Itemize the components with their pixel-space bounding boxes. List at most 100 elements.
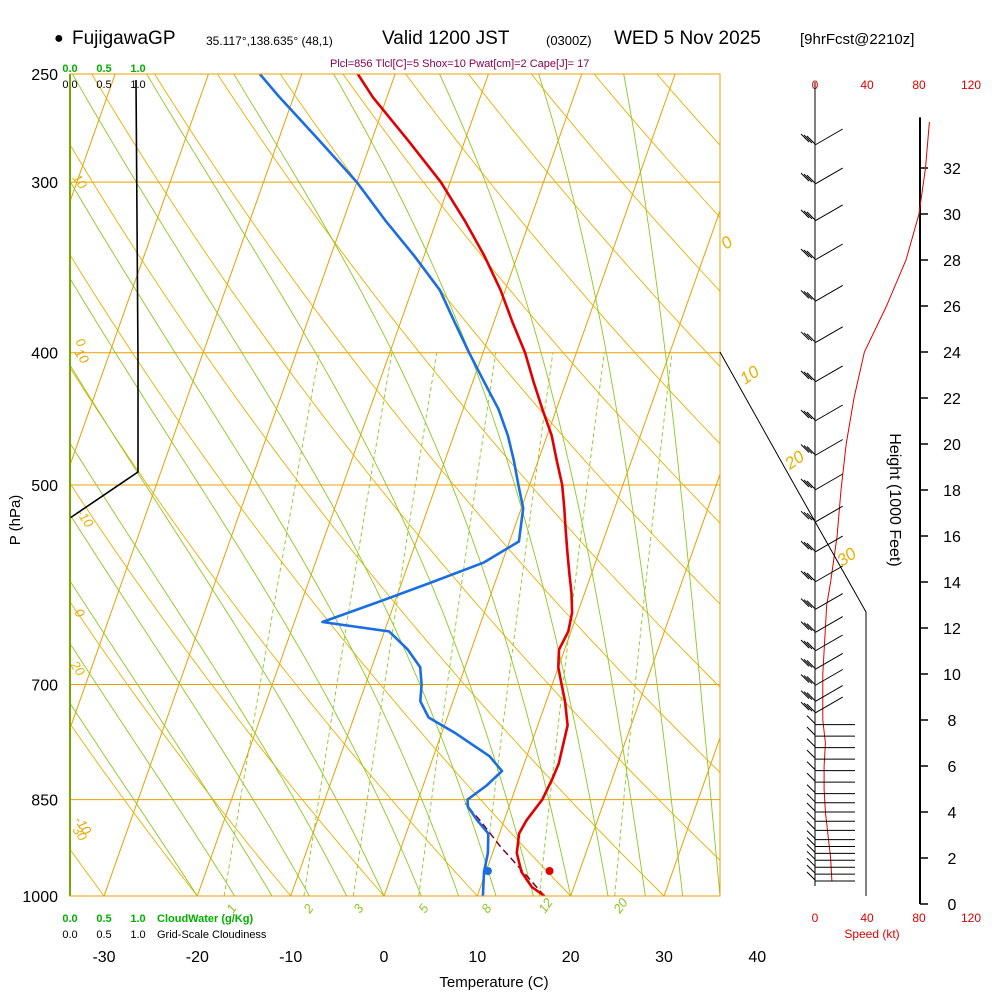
height-tick-label: 6 — [948, 759, 957, 776]
valid-date: WED 5 Nov 2025 — [614, 28, 761, 49]
height-tick-label: 8 — [948, 713, 957, 730]
adiabat-edge-label: -10 — [74, 506, 98, 531]
wind-speed-line — [822, 121, 930, 882]
dry-adiabat-line — [593, 74, 720, 219]
temperature-tick-label: -20 — [186, 949, 209, 966]
isotherm-line — [70, 74, 209, 467]
pressure-tick-label: 1000 — [22, 889, 58, 906]
wind-barb-feather — [806, 641, 816, 651]
speed-bottom-tick: 80 — [912, 911, 926, 925]
mixing-ratio-label: 20 — [610, 895, 632, 917]
wind-barb-feather — [806, 703, 816, 713]
dewpoint-line — [258, 74, 525, 896]
adiabat-label: 20 — [781, 447, 809, 474]
wind-barb — [806, 772, 855, 783]
speed-top-tick: 120 — [961, 78, 981, 92]
wind-barb — [800, 535, 843, 553]
pressure-tick-label: 850 — [31, 793, 58, 810]
wind-barb-feather — [800, 331, 810, 341]
wind-barb-feather — [806, 864, 816, 874]
plot-frame — [69, 73, 721, 897]
wind-barb-feather — [806, 844, 816, 853]
wind-barb-feather — [803, 675, 813, 684]
wind-barb — [800, 439, 843, 456]
temperature-tick-label: -30 — [92, 949, 115, 966]
dry-adiabat-line — [279, 74, 720, 605]
temperature-tick-label: 40 — [748, 949, 766, 966]
cloudiness-line — [69, 79, 139, 519]
wind-barb-feather — [803, 410, 813, 420]
moist-adiabat-line — [70, 513, 310, 896]
cloudwater-bottom-tick: 1.0 — [130, 913, 145, 925]
wind-barb — [800, 669, 843, 686]
dry-adiabat-line — [91, 74, 720, 861]
cloudwater-top-tick: 1.0 — [130, 63, 145, 75]
wind-barb-feather — [800, 690, 810, 699]
wind-barb-feather — [806, 480, 816, 490]
height-axis-title: Height (1000 Feet) — [886, 433, 903, 566]
wind-barb — [800, 565, 843, 583]
dry-adiabat-line — [70, 253, 572, 896]
wind-barb-feather — [806, 738, 816, 747]
wind-barb-feather — [803, 210, 813, 220]
dry-adiabat-line — [70, 143, 665, 896]
wind-barb-feather — [806, 821, 816, 830]
wind-barb-staff — [814, 634, 843, 652]
wind-barb — [800, 243, 843, 261]
moist-adiabat-line — [72, 74, 497, 896]
wind-barb-staff — [814, 685, 843, 703]
wind-barb-feather — [803, 640, 813, 650]
dry-adiabat-line — [70, 366, 478, 896]
wind-barb-feather — [800, 370, 810, 380]
wind-barb-feather — [806, 372, 816, 382]
moist-adiabat-line — [333, 74, 609, 896]
mixing-ratio-line — [223, 352, 320, 896]
wind-barb — [800, 404, 843, 422]
temperature-tick-label: 30 — [655, 949, 673, 966]
cloudiness-bottom-tick: 0.5 — [96, 929, 111, 941]
wind-barb-feather — [806, 411, 816, 421]
wind-barb-feather — [800, 639, 810, 649]
wind-barb-feather — [806, 600, 816, 609]
wind-barb-feather — [803, 291, 813, 300]
isotherm-label: 10 — [72, 346, 93, 367]
wind-barb — [806, 793, 855, 804]
wind-barb — [800, 128, 843, 146]
dry-adiabat-line — [216, 74, 720, 688]
stability-indices: Plcl=856 Tlcl[C]=5 Shox=10 Pwat[cm]=2 Ca… — [330, 58, 590, 70]
moist-adiabat-line — [70, 702, 198, 896]
wind-barb — [800, 634, 843, 652]
wind-barb — [806, 844, 855, 854]
wind-barb — [806, 715, 855, 726]
wind-barb — [806, 749, 855, 760]
pressure-tick-label: 250 — [31, 67, 58, 84]
surface-dewpoint-dot — [483, 867, 492, 875]
isotherm-line — [383, 74, 676, 896]
height-tick-label: 0 — [948, 897, 957, 914]
wind-barb — [806, 784, 855, 795]
height-tick-label: 20 — [943, 437, 961, 454]
station-name: FujigawaGP — [72, 28, 176, 49]
wind-barb-staff — [814, 696, 843, 714]
height-tick-label: 10 — [943, 667, 961, 684]
speed-bottom-tick: 40 — [860, 911, 874, 925]
wind-barb-staff — [814, 167, 843, 185]
wind-barb — [806, 761, 855, 772]
wind-barb-feather — [806, 802, 816, 812]
mixing-ratio-label: 3 — [350, 901, 367, 916]
speed-axis-title: Speed (kt) — [844, 927, 899, 941]
wind-barb — [806, 871, 855, 882]
mixing-ratio-line — [418, 352, 497, 896]
mixing-ratio-label: 5 — [415, 901, 432, 916]
moist-adiabat-line — [70, 277, 422, 896]
wind-barb-feather — [803, 511, 813, 521]
speed-bottom-tick: 0 — [812, 911, 819, 925]
wind-barb — [806, 864, 855, 875]
mixing-ratio-line — [614, 352, 673, 896]
x-axis-title: Temperature (C) — [439, 974, 548, 991]
dry-adiabat-line — [822, 50, 1000, 896]
wind-barb-staff — [814, 404, 843, 422]
wind-barb — [800, 204, 843, 222]
wind-barb-feather — [803, 659, 813, 668]
